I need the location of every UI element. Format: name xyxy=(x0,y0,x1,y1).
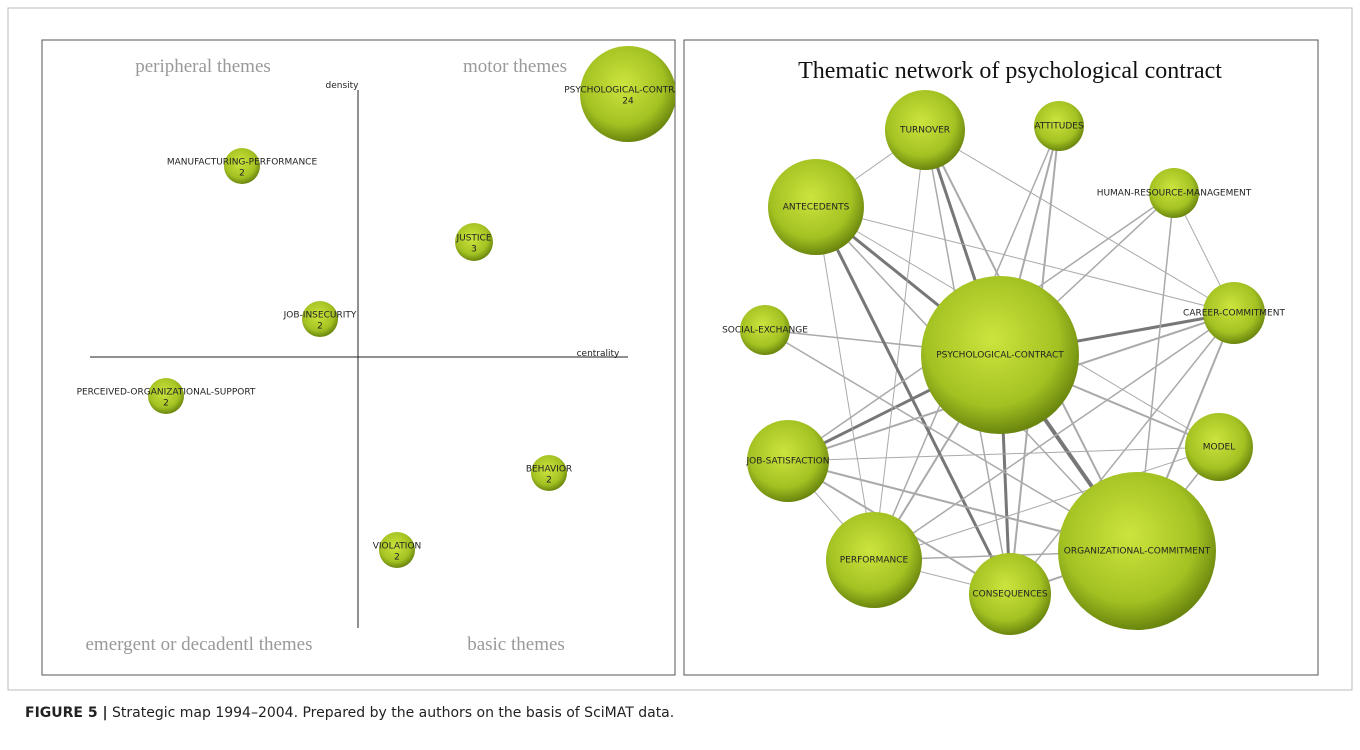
network-node xyxy=(1149,168,1199,218)
strategic-map: density centrality peripheral themes mot… xyxy=(77,46,692,655)
network-node xyxy=(826,512,922,608)
node-label: SOCIAL-EXCHANGE xyxy=(722,326,808,336)
quadrant-label: motor themes xyxy=(463,56,567,77)
quadrant-label: peripheral themes xyxy=(135,56,271,77)
network: Thematic network of psychological contra… xyxy=(722,58,1285,635)
node-label: TURNOVER xyxy=(899,126,950,136)
network-edge xyxy=(787,446,1220,462)
network-edge xyxy=(815,206,875,561)
theme-label: BEHAVIOR xyxy=(526,465,572,475)
theme-count: 3 xyxy=(471,245,477,255)
network-edge xyxy=(814,206,1012,595)
node-label: PERFORMANCE xyxy=(840,556,909,566)
network-node xyxy=(747,420,829,502)
network-edge xyxy=(1009,312,1235,595)
node-label: JOB-SATISFACTION xyxy=(746,457,830,467)
theme-count: 24 xyxy=(622,97,634,107)
node-label: ORGANIZATIONAL-COMMITMENT xyxy=(1064,547,1211,557)
network-edge xyxy=(815,206,1235,314)
caption: FIGURE 5 | Strategic map 1994–2004. Prep… xyxy=(25,705,674,721)
node-label: HUMAN-RESOURCE-MANAGEMENT xyxy=(1097,189,1252,199)
theme-bubble xyxy=(531,455,567,491)
theme-bubble xyxy=(302,301,338,337)
network-node xyxy=(1034,101,1084,151)
caption-text: Strategic map 1994–2004. Prepared by the… xyxy=(112,705,674,721)
network-edge xyxy=(924,129,1235,314)
node-label: CAREER-COMMITMENT xyxy=(1183,309,1285,319)
axis-label: centrality xyxy=(577,349,620,359)
network-edge xyxy=(873,446,1220,561)
theme-label: JOB-INSECURITY xyxy=(283,311,357,321)
theme-label: PSYCHOLOGICAL-CONTRACT xyxy=(564,86,692,96)
node-label: MODEL xyxy=(1203,443,1235,453)
theme-label: JUSTICE xyxy=(455,234,491,244)
quadrant-label: emergent or decadentl themes xyxy=(85,634,312,655)
node-label: CONSEQUENCES xyxy=(972,590,1048,600)
theme-label: MANUFACTURING-PERFORMANCE xyxy=(167,158,318,168)
theme-bubble xyxy=(580,46,675,142)
network-node xyxy=(885,90,965,170)
network-node xyxy=(921,276,1079,434)
node-label: PSYCHOLOGICAL-CONTRACT xyxy=(936,351,1064,361)
network-title: Thematic network of psychological contra… xyxy=(798,58,1222,84)
network-node xyxy=(740,305,790,355)
theme-bubble xyxy=(455,223,493,261)
theme-count: 2 xyxy=(163,399,169,409)
theme-count: 2 xyxy=(546,476,552,486)
theme-bubble xyxy=(148,378,184,414)
theme-count: 2 xyxy=(317,322,323,332)
node-label: ANTECEDENTS xyxy=(783,203,850,213)
network-edge xyxy=(873,312,1235,561)
network-edge xyxy=(873,129,926,561)
network-node xyxy=(1185,413,1253,481)
network-node xyxy=(768,159,864,255)
theme-bubble xyxy=(224,148,260,184)
theme-label: VIOLATION xyxy=(373,542,422,552)
theme-count: 2 xyxy=(239,169,245,179)
axis-label: density xyxy=(326,81,360,91)
network-node xyxy=(1203,282,1265,344)
node-label: ATTITUDES xyxy=(1034,122,1084,132)
network-node xyxy=(969,553,1051,635)
theme-bubble xyxy=(379,532,415,568)
theme-label: PERCEIVED-ORGANIZATIONAL-SUPPORT xyxy=(77,388,256,398)
figure-frame xyxy=(7,7,1353,691)
theme-count: 2 xyxy=(394,553,400,563)
network-node xyxy=(1058,472,1216,630)
caption-label: FIGURE 5 | xyxy=(25,705,108,721)
quadrant-label: basic themes xyxy=(467,634,565,655)
